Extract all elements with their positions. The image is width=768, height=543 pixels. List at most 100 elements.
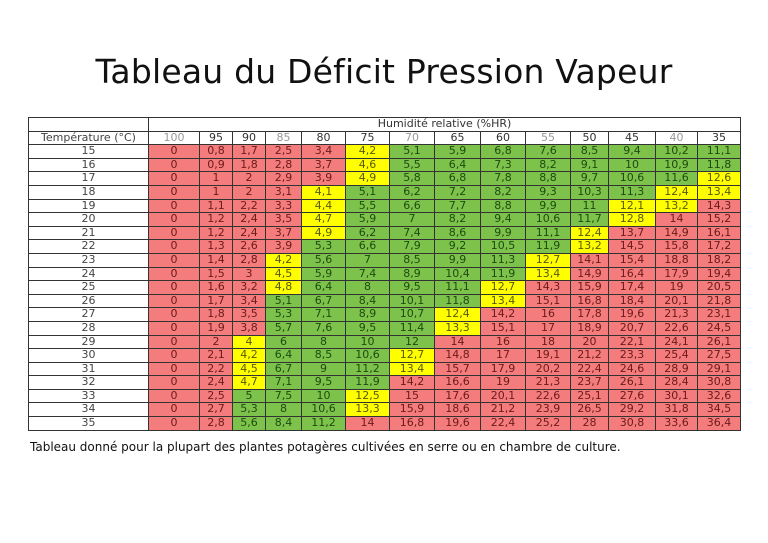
vpd-cell: 8,6 [434, 225, 481, 241]
vpd-cell: 19,4 [697, 266, 741, 282]
vpd-cell: 21,3 [525, 375, 571, 390]
vpd-cell: 5,7 [265, 320, 302, 336]
vpd-cell: 11,8 [434, 293, 481, 309]
table-row: 15 0 0,8 1,7 2,5 3,4 4,2 5,1 5,9 6,8 7,6 8,5 9,4 10,2… [28, 144, 741, 159]
vpd-cell: 2,5 [199, 388, 233, 404]
vpd-cell: 9,9 [480, 225, 526, 241]
vpd-cell: 5,6 [301, 252, 346, 268]
column-header-rh: 40 [655, 130, 698, 146]
vpd-cell: 22,4 [480, 416, 526, 431]
vpd-cell: 0 [148, 157, 200, 173]
vpd-cell: 21,2 [480, 402, 526, 418]
footnote: Tableau donné pour la plupart des plante… [30, 440, 621, 454]
vpd-cell: 8 [345, 280, 390, 295]
vpd-cell: 26,5 [570, 402, 609, 418]
vpd-cell: 7,6 [301, 320, 346, 336]
vpd-cell: 0 [148, 388, 200, 404]
vpd-cell: 6 [265, 334, 302, 350]
vpd-cell: 17,2 [697, 239, 741, 254]
vpd-cell: 10,6 [608, 171, 656, 186]
vpd-cell: 25,1 [570, 388, 609, 404]
vpd-cell: 6,4 [265, 348, 302, 363]
vpd-cell: 28,4 [655, 375, 698, 390]
table-row: 24 0 1,5 3 4,5 5,9 7,4 8,9 10,4 11,9 13,4 14,9 16,4 1… [28, 266, 741, 282]
vpd-cell: 2,6 [232, 239, 266, 254]
vpd-cell: 5,5 [389, 157, 435, 173]
vpd-cell: 3,4 [301, 144, 346, 159]
column-header-rh: 80 [301, 130, 346, 146]
vpd-cell: 14,9 [570, 266, 609, 282]
vpd-cell: 0 [148, 320, 200, 336]
table-row: 32 0 2,4 4,7 7,1 9,5 11,9 14,2 16,6 19 21,3 23,7 26,… [28, 375, 741, 390]
vpd-cell: 0 [148, 348, 200, 363]
temperature-cell: 26 [28, 293, 149, 309]
vpd-cell: 0 [148, 225, 200, 241]
vpd-cell: 10,9 [655, 157, 698, 173]
vpd-cell: 2,8 [232, 252, 266, 268]
vpd-cell: 10 [345, 334, 390, 350]
vpd-cell: 6,2 [389, 184, 435, 200]
vpd-cell: 2,2 [199, 361, 233, 377]
vpd-cell: 18,2 [697, 252, 741, 268]
vpd-cell: 15,2 [697, 212, 741, 227]
vpd-cell: 3,4 [232, 293, 266, 309]
vpd-cell: 15,1 [480, 320, 526, 336]
humidity-header: Humidité relative (%HR) [148, 117, 741, 132]
vpd-cell: 12,5 [345, 388, 390, 404]
vpd-cell: 12 [389, 334, 435, 350]
vpd-cell: 6,8 [480, 144, 526, 159]
vpd-cell: 2,2 [232, 198, 266, 214]
vpd-cell: 22,6 [525, 388, 571, 404]
vpd-cell: 19,1 [525, 348, 571, 363]
vpd-cell: 6,8 [434, 171, 481, 186]
vpd-cell: 1,2 [199, 212, 233, 227]
table-row: 31 0 2,2 4,5 6,7 9 11,2 13,4 15,7 17,9 20,2 22,4 24,… [28, 361, 741, 377]
vpd-cell: 9,9 [434, 252, 481, 268]
vpd-cell: 13,4 [525, 266, 571, 282]
temperature-cell: 17 [28, 171, 149, 186]
vpd-cell: 0 [148, 212, 200, 227]
vpd-cell: 5,1 [345, 184, 390, 200]
vpd-cell: 11,4 [389, 320, 435, 336]
table-row: 33 0 2,5 5 7,5 10 12,5 15 17,6 20,1 22,6 25,1 27,6 30… [28, 388, 741, 404]
vpd-cell: 2,4 [232, 212, 266, 227]
vpd-cell: 3,2 [232, 280, 266, 295]
vpd-cell: 7,9 [389, 239, 435, 254]
vpd-cell: 10,6 [345, 348, 390, 363]
vpd-cell: 4,6 [345, 157, 390, 173]
vpd-cell: 2 [232, 184, 266, 200]
vpd-cell: 12,8 [608, 212, 656, 227]
vpd-cell: 0 [148, 402, 200, 418]
table-row: 22 0 1,3 2,6 3,9 5,3 6,6 7,9 9,2 10,5 11,9 13,2 14,5… [28, 239, 741, 254]
table-row: 19 0 1,1 2,2 3,3 4,4 5,5 6,6 7,7 8,8 9,9 11 12,1 13,2… [28, 198, 741, 214]
vpd-cell: 1,1 [199, 198, 233, 214]
vpd-cell: 8,2 [525, 157, 571, 173]
vpd-cell: 4,9 [345, 171, 390, 186]
vpd-cell: 18,9 [570, 320, 609, 336]
vpd-cell: 13,2 [570, 239, 609, 254]
temperature-cell: 27 [28, 307, 149, 322]
vpd-cell: 20,2 [525, 361, 571, 377]
vpd-cell: 20,1 [655, 293, 698, 309]
vpd-cell: 0 [148, 144, 200, 159]
temperature-cell: 16 [28, 157, 149, 173]
vpd-cell: 1,5 [199, 266, 233, 282]
vpd-cell: 11,8 [697, 157, 741, 173]
vpd-cell: 5 [232, 388, 266, 404]
vpd-cell: 9,9 [525, 198, 571, 214]
vpd-cell: 9,4 [480, 212, 526, 227]
vpd-cell: 27,6 [608, 388, 656, 404]
column-header-rh: 35 [697, 130, 741, 146]
vpd-cell: 6,6 [389, 198, 435, 214]
table-row: 25 0 1,6 3,2 4,8 6,4 8 9,5 11,1 12,7 14,3 15,9 17,4 1… [28, 280, 741, 295]
page-title: Tableau du Déficit Pression Vapeur [95, 52, 673, 91]
table-row: 35 0 2,8 5,6 8,4 11,2 14 16,8 19,6 22,4 25,2 28 30,8… [28, 416, 741, 431]
vpd-cell: 10,4 [434, 266, 481, 282]
vpd-cell: 22,6 [655, 320, 698, 336]
vpd-cell: 2,5 [265, 144, 302, 159]
vpd-cell: 13,7 [608, 225, 656, 241]
vpd-cell: 6,4 [434, 157, 481, 173]
vpd-cell: 23,9 [525, 402, 571, 418]
vpd-cell: 15,8 [655, 239, 698, 254]
table-row: 20 0 1,2 2,4 3,5 4,7 5,9 7 8,2 9,4 10,6 11,7 12,8 14 1… [28, 212, 741, 227]
